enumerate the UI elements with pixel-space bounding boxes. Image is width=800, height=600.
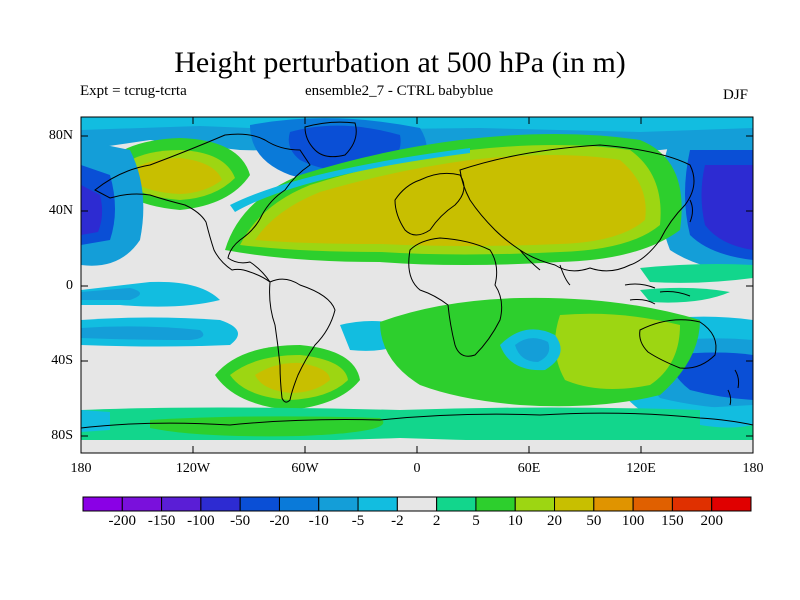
colorbar-label: 5 [472,513,480,529]
experiment-label: Expt = tcrug-tcrta [80,83,187,99]
colorbar-label: -2 [391,513,404,529]
contour-field [81,117,753,453]
colorbar-swatch [161,496,202,512]
lon-tick-label: 0 [413,461,421,476]
colorbar-swatch [632,496,673,512]
colorbar-label: 2 [432,513,441,529]
season-label: DJF [723,87,749,103]
colorbar-swatch [711,496,752,512]
colorbar-swatch [318,496,359,512]
colorbar-swatch [514,496,556,512]
colorbar-label: -200 [108,513,137,529]
colorbar-swatch [357,496,398,512]
lat-tick-label: 80S [51,428,73,443]
colorbar-swatch [593,496,634,512]
colorbar-swatch [200,496,241,512]
colorbar-label: 150 [661,513,684,529]
lon-tick-label: 120W [175,461,211,476]
lat-tick-label: 40S [51,353,73,368]
colorbar-label: -20 [269,513,290,529]
lat-tick-label: 0 [66,278,73,293]
coastlines [81,121,753,429]
colorbar-label: 200 [700,513,723,529]
colorbar-label: 50 [586,513,602,529]
colorbar-swatch [436,496,477,512]
colorbar-swatch [278,496,320,512]
colorbar-label: -150 [147,513,176,529]
colorbar-swatch [671,496,713,512]
colorbar-label: -5 [351,513,365,529]
lon-tick-label: 60E [517,461,541,476]
colorbar-label: -100 [187,513,215,529]
lon-tick-label: 180 [742,461,764,476]
colorbar-swatch [239,496,280,512]
colorbar-swatch [475,496,516,512]
colorbar-label: 100 [621,513,645,529]
colorbar-label: -50 [230,513,251,529]
page-title: Height perturbation at 500 hPa (in m) [174,46,626,79]
colorbar-swatch [121,496,163,512]
colorbar [82,496,752,512]
lat-tick-label: 80N [48,128,73,143]
colorbar-swatch [554,496,595,512]
colorbar-label: 10 [507,513,523,529]
lon-tick-label: 120E [626,461,656,476]
colorbar-label: -10 [308,513,329,529]
colorbar-label: 20 [547,513,563,529]
tick-marks [81,117,753,453]
colorbar-swatch [396,496,438,512]
ensemble-label: ensemble2_7 - CTRL babyblue [305,83,494,99]
colorbar-swatch [82,496,123,512]
lon-tick-label: 180 [70,461,92,476]
lon-tick-label: 60W [291,461,319,476]
lat-tick-label: 40N [48,203,73,218]
